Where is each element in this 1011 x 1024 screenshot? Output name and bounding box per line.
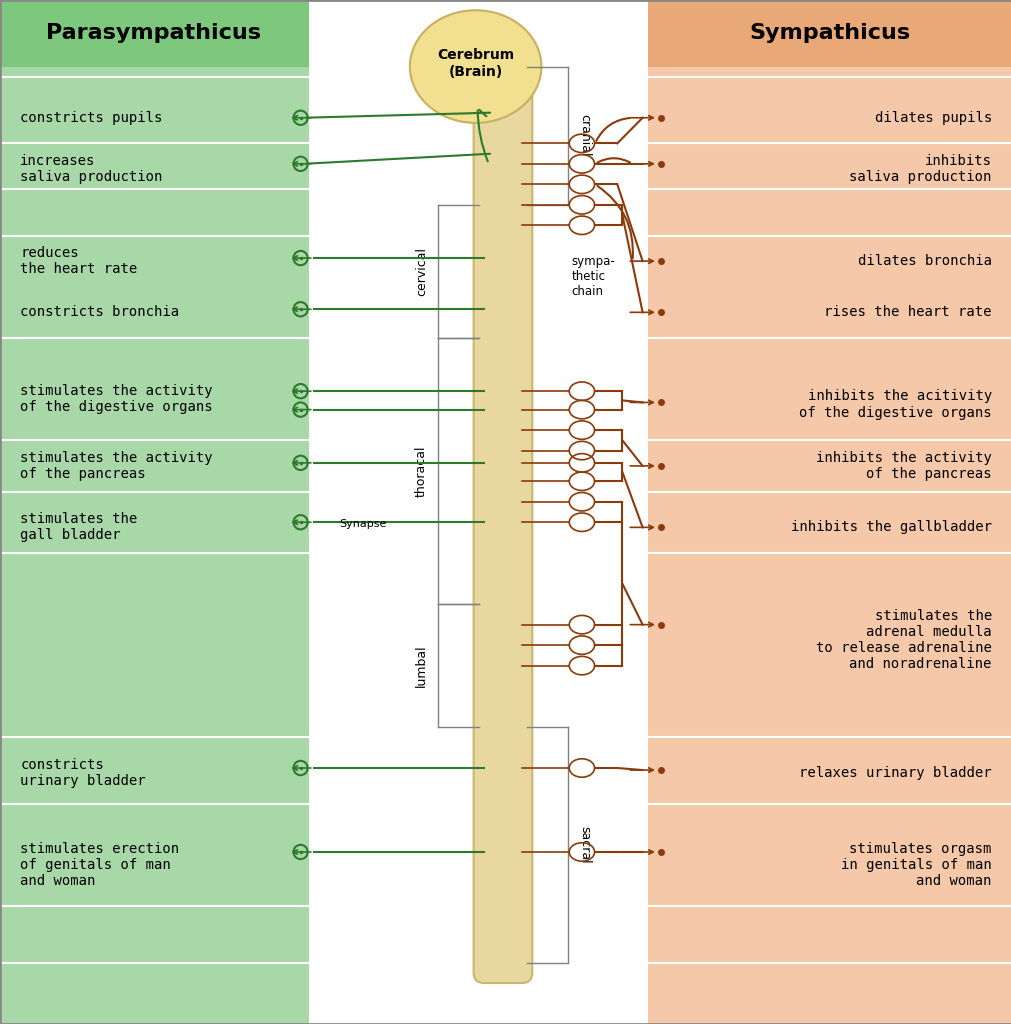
Bar: [647, 0, 1011, 67]
Text: relaxes urinary bladder: relaxes urinary bladder: [799, 766, 991, 780]
Text: reduces
the heart rate: reduces the heart rate: [20, 246, 137, 276]
Text: rises the heart rate: rises the heart rate: [823, 305, 991, 319]
Text: stimulates the activity
of the digestive organs: stimulates the activity of the digestive…: [20, 384, 212, 415]
Text: cervical: cervical: [415, 247, 428, 296]
Text: Sympathicus: Sympathicus: [748, 23, 910, 43]
Text: stimulates orgasm
in genitals of man
and woman: stimulates orgasm in genitals of man and…: [840, 842, 991, 889]
Bar: [0, 0, 308, 1024]
Bar: [0, 0, 308, 67]
Text: thoracal: thoracal: [415, 445, 428, 497]
Text: lumbal: lumbal: [415, 644, 428, 687]
Text: constricts bronchia: constricts bronchia: [20, 305, 179, 319]
Text: constricts pupils: constricts pupils: [20, 111, 163, 125]
Text: stimulates the
gall bladder: stimulates the gall bladder: [20, 512, 137, 543]
Text: increases
saliva production: increases saliva production: [20, 154, 163, 184]
Text: constricts
urinary bladder: constricts urinary bladder: [20, 758, 146, 788]
Text: inhibits
saliva production: inhibits saliva production: [848, 154, 991, 184]
Ellipse shape: [409, 10, 541, 123]
Bar: [308, 0, 647, 1024]
Text: stimulates erection
of genitals of man
and woman: stimulates erection of genitals of man a…: [20, 842, 179, 889]
Text: stimulates the activity
of the pancreas: stimulates the activity of the pancreas: [20, 451, 212, 481]
Text: dilates pupils: dilates pupils: [874, 111, 991, 125]
Text: inhibits the activity
of the pancreas: inhibits the activity of the pancreas: [815, 451, 991, 481]
Text: Parasympathicus: Parasympathicus: [47, 23, 261, 43]
Text: inhibits the acitivity
of the digestive organs: inhibits the acitivity of the digestive …: [799, 389, 991, 420]
Text: stimulates the
adrenal medulla
to release adrenaline
and noradrenaline: stimulates the adrenal medulla to releas…: [815, 608, 991, 672]
Text: dilates bronchia: dilates bronchia: [857, 254, 991, 268]
Text: sacral: sacral: [577, 826, 590, 863]
Text: Cerebrum
(Brain): Cerebrum (Brain): [437, 48, 514, 79]
Text: Synapse: Synapse: [339, 519, 386, 529]
Text: sympa-
thetic
chain: sympa- thetic chain: [571, 255, 615, 298]
FancyBboxPatch shape: [473, 61, 532, 983]
Text: inhibits the gallbladder: inhibits the gallbladder: [790, 520, 991, 535]
Text: cranial: cranial: [577, 115, 590, 157]
Bar: [647, 0, 1011, 1024]
